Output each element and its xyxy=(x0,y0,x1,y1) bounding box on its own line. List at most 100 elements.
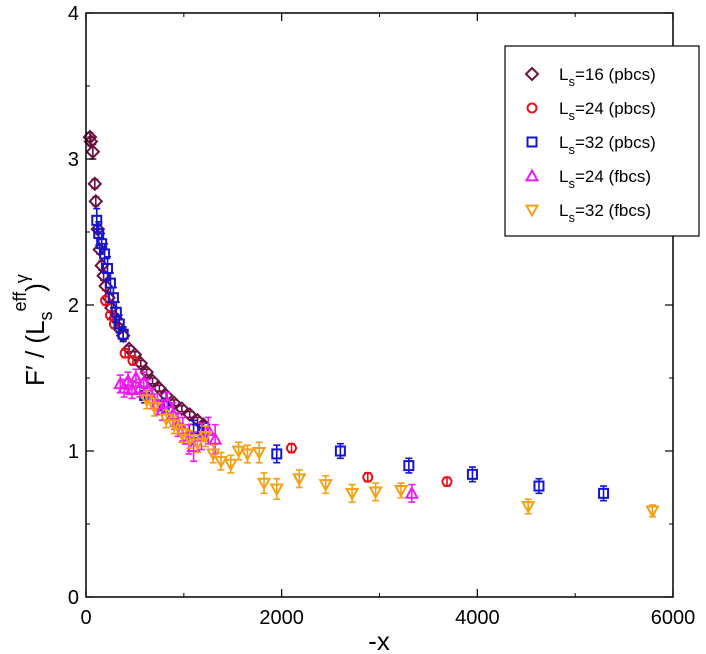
data-point xyxy=(344,487,360,501)
legend-label-suffix: =24 (fbcs) xyxy=(575,167,651,186)
y-axis-title-main: F′ / (L xyxy=(20,320,50,386)
data-point xyxy=(521,501,536,515)
data-point xyxy=(318,479,333,493)
data-point xyxy=(213,455,229,469)
legend-marker xyxy=(526,136,538,148)
x-tick-label: 4000 xyxy=(455,607,500,629)
data-point xyxy=(223,458,238,472)
legend-marker xyxy=(524,168,540,182)
legend-label-prefix: L xyxy=(559,99,568,118)
data-point xyxy=(127,347,143,363)
data-point xyxy=(368,486,383,500)
data-point xyxy=(285,442,297,454)
plot-area xyxy=(82,129,660,519)
axes: 0 2000 4000 6000 0 1 2 3 4 xyxy=(68,3,695,629)
data-point xyxy=(100,295,112,307)
data-point xyxy=(393,485,409,498)
legend-label: Ls=32 (fbcs) xyxy=(559,201,651,225)
y-tick-label: 0 xyxy=(68,587,79,609)
data-point xyxy=(113,318,125,330)
y-axis-title: F′ / (Lseff)γ xyxy=(10,274,56,386)
data-point xyxy=(269,483,284,497)
legend-entry: Ls=16 (pbcs) xyxy=(524,65,656,89)
legend-entry: Ls=24 (fbcs) xyxy=(524,167,651,191)
legend-label: Ls=16 (pbcs) xyxy=(559,65,656,89)
y-tick-label: 1 xyxy=(68,441,79,463)
y-axis-title-sup-gamma: γ xyxy=(12,274,32,283)
legend-label-suffix: =32 (pbcs) xyxy=(575,133,656,152)
data-point xyxy=(90,221,106,237)
legend-label: Ls=24 (pbcs) xyxy=(559,99,656,123)
data-point xyxy=(403,460,415,472)
x-tick-label: 2000 xyxy=(259,607,304,629)
data-point xyxy=(147,401,162,415)
legend-label-suffix: =24 (pbcs) xyxy=(575,99,656,118)
legend-label-prefix: L xyxy=(559,201,568,220)
legend-label-prefix: L xyxy=(559,65,568,84)
y-tick-label: 2 xyxy=(68,295,79,317)
data-point xyxy=(98,278,113,294)
data-point xyxy=(87,176,103,192)
series-l-s-32-fbcs xyxy=(139,390,660,519)
y-tick-label: 3 xyxy=(68,149,79,171)
data-point xyxy=(88,193,104,209)
x-tick-label: 0 xyxy=(80,607,91,629)
legend-label-sub: s xyxy=(568,142,575,157)
legend-entry: Ls=32 (fbcs) xyxy=(524,201,651,225)
data-point xyxy=(271,448,283,460)
y-axis-title-sup-eff: eff xyxy=(10,291,30,312)
data-point xyxy=(116,380,132,394)
data-point xyxy=(334,445,346,457)
x-axis-title: -x xyxy=(368,626,390,654)
data-point xyxy=(256,477,272,491)
legend-label-sub: s xyxy=(568,210,575,225)
legend: Ls=16 (pbcs)Ls=24 (pbcs)Ls=32 (pbcs)Ls=2… xyxy=(504,45,700,237)
data-point xyxy=(231,445,246,459)
data-point xyxy=(99,248,111,260)
legend-label-sub: s xyxy=(568,176,575,191)
data-point xyxy=(190,438,205,452)
data-point xyxy=(139,364,155,380)
legend-label: Ls=24 (fbcs) xyxy=(559,167,651,191)
data-point xyxy=(139,394,154,408)
data-point xyxy=(104,309,116,321)
legend-entries: Ls=16 (pbcs)Ls=24 (pbcs)Ls=32 (pbcs)Ls=2… xyxy=(524,65,656,225)
data-point xyxy=(128,370,144,384)
y-axis-title-sub: s xyxy=(36,311,56,320)
data-point xyxy=(240,448,255,462)
data-point xyxy=(292,473,307,487)
legend-marker xyxy=(526,102,538,114)
legend-label-prefix: L xyxy=(559,167,568,186)
legend-label-suffix: =16 (pbcs) xyxy=(575,65,656,84)
data-point xyxy=(110,306,122,318)
data-point xyxy=(119,347,131,359)
data-point xyxy=(166,419,182,433)
data-point xyxy=(207,431,223,445)
legend-label: Ls=32 (pbcs) xyxy=(559,133,656,157)
data-point xyxy=(127,354,139,366)
legend-entry: Ls=24 (pbcs) xyxy=(526,99,656,123)
y-axis-title-close: ) xyxy=(20,283,50,292)
data-point xyxy=(441,476,453,488)
y-tick-label: 4 xyxy=(68,3,79,25)
data-point xyxy=(645,505,660,519)
legend-label-sub: s xyxy=(568,108,575,123)
legend-marker xyxy=(524,66,540,82)
data-point xyxy=(466,468,478,480)
data-point xyxy=(404,485,419,499)
data-point xyxy=(136,374,151,388)
legend-label-prefix: L xyxy=(559,133,568,152)
data-point xyxy=(598,487,610,499)
data-point xyxy=(198,431,213,444)
legend-marker xyxy=(524,204,540,218)
data-point xyxy=(124,382,140,396)
data-point xyxy=(362,471,374,483)
x-tick-label: 6000 xyxy=(651,607,696,629)
data-point xyxy=(182,407,198,422)
data-point xyxy=(85,144,101,160)
data-point xyxy=(140,382,155,396)
data-point xyxy=(91,214,103,226)
data-point xyxy=(205,448,221,462)
data-point xyxy=(251,447,267,461)
